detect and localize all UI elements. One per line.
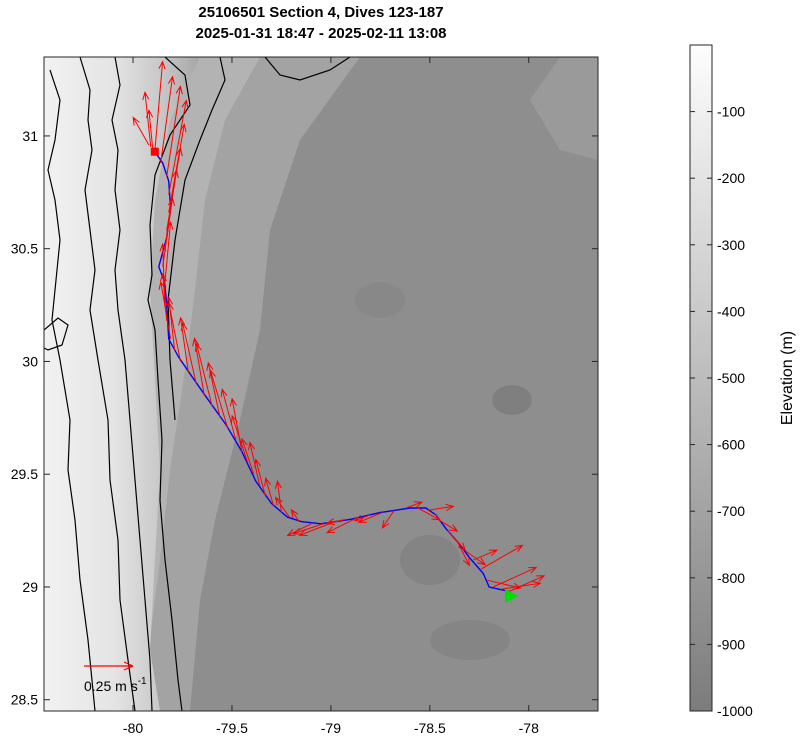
- current-vector-arrow: [427, 503, 455, 512]
- current-vector-arrow: [160, 75, 176, 164]
- colorbar-label: Elevation (m): [779, 331, 796, 425]
- current-vector-arrow: [166, 85, 183, 177]
- x-tick-label: -78: [519, 720, 539, 736]
- current-vector-arrow: [132, 116, 150, 146]
- colorbar-tick-label: -1000: [717, 703, 753, 719]
- current-vector-arrow: [473, 549, 499, 561]
- scale-arrow-label: 0.25 m s-1: [84, 676, 147, 694]
- chart-title-line-1: 25106501 Section 4, Dives 123-187: [198, 4, 443, 21]
- colorbar-tick-label: -400: [717, 303, 745, 319]
- contour-line: [264, 57, 351, 81]
- current-vector-arrow: [286, 523, 312, 537]
- x-tick-label: -78.5: [414, 720, 446, 736]
- current-vector-arrow: [417, 507, 441, 521]
- contour-line: [47, 69, 96, 711]
- colorbar-tick-label: -500: [717, 370, 745, 386]
- current-vector-arrow: [192, 337, 205, 396]
- end-marker: [150, 147, 159, 156]
- current-vector-arrow: [501, 580, 542, 590]
- deep-patch: [430, 620, 510, 660]
- deep-patch: [492, 385, 532, 415]
- current-vector-arrow: [142, 91, 152, 148]
- x-tick-label: -79.5: [216, 720, 248, 736]
- scale-arrow-head: [123, 661, 134, 671]
- contour-line: [44, 317, 69, 351]
- deep-patch: [355, 282, 405, 318]
- current-vector-arrow: [447, 530, 467, 552]
- contour-line: [111, 57, 153, 711]
- colorbar-tick-label: -800: [717, 570, 745, 586]
- colorbar-tick-label: -600: [717, 437, 745, 453]
- scale-arrow-text: 0.25 m s: [84, 678, 138, 694]
- colorbar-tick-label: -100: [717, 104, 745, 120]
- colorbar-tick-label: -300: [717, 237, 745, 253]
- plot-frame: [43, 56, 599, 712]
- x-tick-label: -80: [123, 720, 143, 736]
- current-vector-arrow: [178, 316, 189, 373]
- y-tick-label: 31: [22, 128, 38, 144]
- current-vector-arrow: [290, 508, 300, 522]
- y-tick-label: 30: [22, 353, 38, 369]
- current-vector-arrow: [326, 516, 359, 534]
- current-vector-arrow: [248, 441, 261, 486]
- colorbar-tick-label: -200: [717, 170, 745, 186]
- current-vector-arrow: [146, 109, 154, 150]
- current-vector-arrow: [264, 477, 274, 506]
- current-vector-arrow: [481, 544, 524, 570]
- deep-patch: [400, 535, 460, 585]
- current-vector-arrow: [381, 510, 395, 529]
- scale-arrow-superscript: -1: [138, 676, 147, 687]
- current-vector-arrow: [274, 479, 282, 513]
- start-marker: [504, 588, 518, 603]
- current-vector-arrow: [405, 501, 423, 509]
- current-vector-arrow: [325, 518, 347, 526]
- current-vector-arrow: [487, 579, 522, 590]
- y-tick-label: 28.5: [11, 692, 38, 708]
- depth-contours: [44, 57, 351, 711]
- current-vector-arrow: [154, 60, 166, 152]
- y-tick-label: 30.5: [11, 241, 38, 257]
- y-tick-label: 29.5: [11, 466, 38, 482]
- offshore-shallow-zone: [530, 57, 598, 160]
- shelf-zone: [44, 57, 200, 711]
- current-vector-arrow: [298, 521, 336, 536]
- y-tick-label: 29: [22, 579, 38, 595]
- current-vector-arrow: [206, 361, 221, 418]
- x-tick-label: -79: [321, 720, 341, 736]
- current-vector-arrow: [457, 541, 470, 567]
- current-vector-arrow: [220, 388, 237, 441]
- current-vector-arrow: [353, 514, 371, 522]
- chart-title-line-2: 2025-01-31 18:47 - 2025-02-11 13:08: [195, 25, 446, 42]
- current-vector-arrow: [165, 296, 176, 351]
- colorbar-tick-label: -700: [717, 503, 745, 519]
- current-vector-arrow: [194, 342, 213, 407]
- contour-line: [147, 57, 191, 711]
- contour-line: [79, 57, 136, 711]
- scale-arrow-group: 0.25 m s-1: [84, 661, 147, 694]
- current-vector-arrow: [229, 397, 243, 452]
- current-vector-arrow: [465, 550, 487, 566]
- current-vector-arrow: [437, 518, 459, 532]
- current-vector-arrow: [168, 99, 189, 195]
- colorbar-tick-label: -900: [717, 636, 745, 652]
